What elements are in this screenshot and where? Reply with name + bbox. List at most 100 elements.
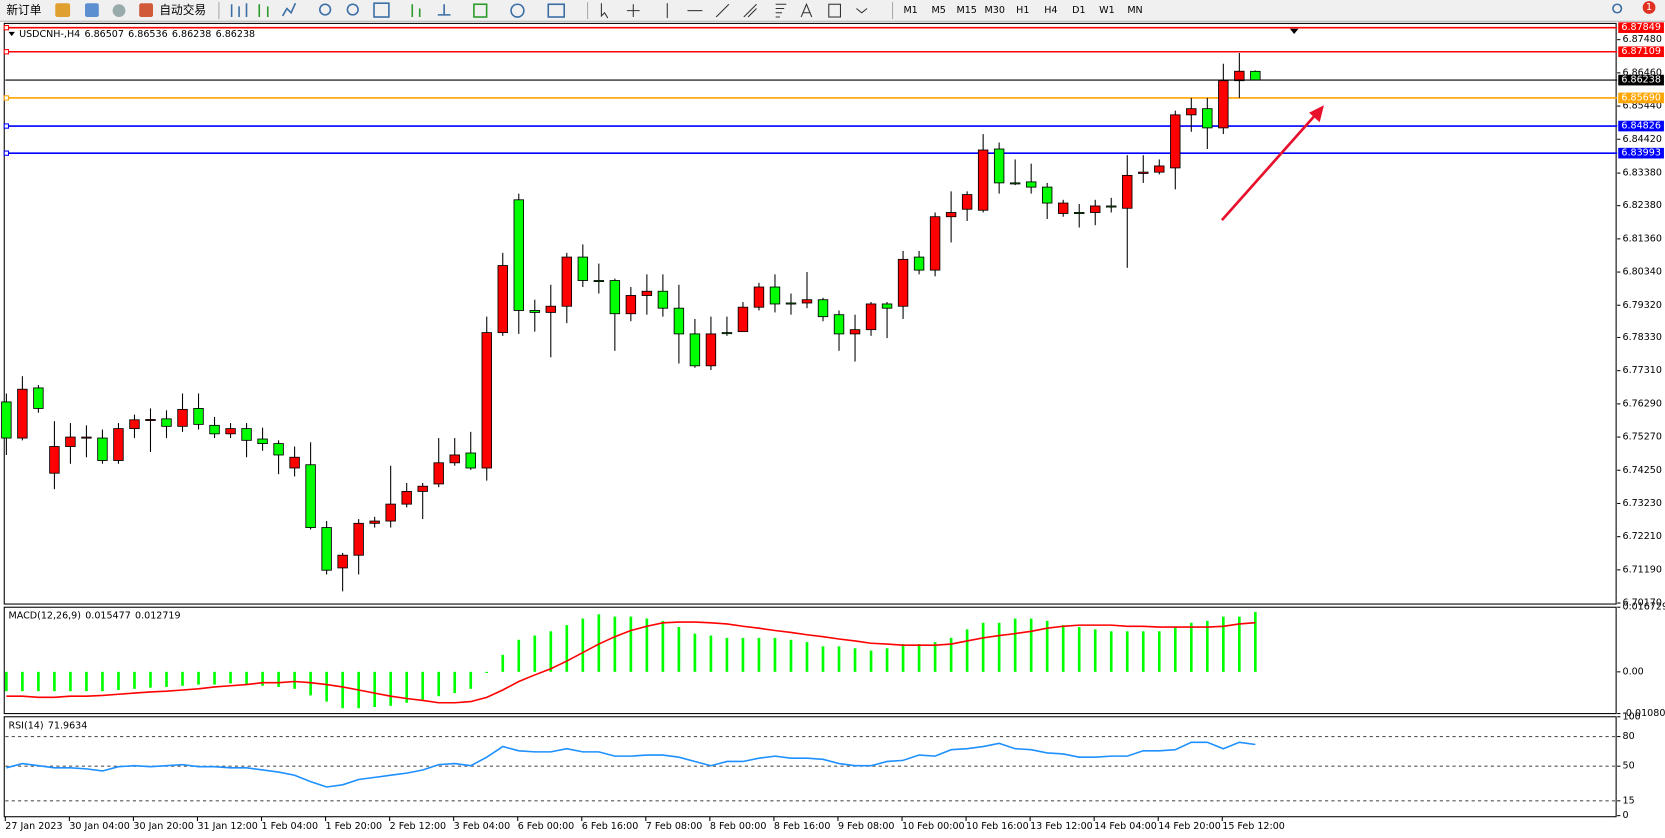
- price-level-label: 6.87849: [1621, 22, 1660, 33]
- timeframe-button[interactable]: D1: [1072, 5, 1085, 16]
- candle-body: [369, 520, 380, 524]
- symbol: USDCNH-,H4: [19, 29, 80, 40]
- timeframe-button[interactable]: MN: [1127, 5, 1142, 16]
- price-level-box: [1618, 147, 1664, 159]
- y-tick-label: 6.80340: [1622, 267, 1661, 278]
- candle-body: [849, 329, 861, 335]
- icon[interactable]: [112, 4, 126, 18]
- new-order-button[interactable]: 新订单: [6, 3, 41, 17]
- candle-body: [129, 419, 140, 430]
- icon[interactable]: [85, 3, 99, 18]
- open-value: 6.86507: [84, 29, 123, 40]
- rsi-title: RSI(14): [9, 720, 44, 731]
- close-value: 6.86238: [216, 29, 255, 40]
- candle-body: [993, 148, 1005, 184]
- fibo-tool[interactable]: [775, 3, 787, 18]
- timeframe-button[interactable]: M5: [931, 5, 945, 16]
- candle-body: [673, 307, 685, 335]
- icon[interactable]: [473, 3, 488, 18]
- candle-body: [721, 332, 733, 335]
- y-tick-label: 15: [1622, 795, 1634, 806]
- candle-body: [1, 401, 12, 439]
- low-value: 6.86238: [172, 29, 211, 40]
- timeframe-button[interactable]: M30: [985, 5, 1005, 16]
- arrow-annotation: [1220, 105, 1324, 222]
- candle-body: [529, 310, 540, 313]
- candle-body: [353, 522, 364, 556]
- icon[interactable]: [510, 3, 525, 18]
- arrow-head: [1309, 105, 1324, 123]
- x-tick-label: 1 Feb 04:00: [262, 821, 319, 832]
- candle-body: [1057, 202, 1069, 214]
- price-level-label: 6.83993: [1621, 148, 1660, 159]
- cursor-tool[interactable]: [600, 3, 609, 19]
- macd-value: 0.015477: [85, 610, 131, 621]
- y-tick-label: 80: [1622, 731, 1634, 742]
- y-tick-label: 6.76290: [1622, 398, 1661, 409]
- candle-body: [241, 428, 252, 441]
- macd-header: MACD(12,26,9) 0.015477 0.012719: [9, 610, 181, 621]
- icon[interactable]: [319, 3, 332, 16]
- candle-body: [1090, 205, 1101, 213]
- label-tool[interactable]: [828, 3, 842, 18]
- icon[interactable]: [547, 3, 566, 18]
- icon[interactable]: [55, 3, 71, 18]
- price-level-marker: [3, 123, 10, 129]
- timeframe-button[interactable]: M1: [903, 5, 917, 16]
- price-level-box: [1618, 92, 1664, 104]
- candle-body: [49, 446, 60, 474]
- icon[interactable]: [258, 4, 269, 18]
- icon[interactable]: [281, 2, 297, 17]
- candle-body: [1122, 174, 1133, 209]
- icon[interactable]: [139, 3, 154, 18]
- high-value: 6.86536: [128, 29, 167, 40]
- icon[interactable]: [346, 3, 359, 16]
- candle-body: [401, 491, 412, 505]
- timeframe-button[interactable]: W1: [1099, 5, 1115, 16]
- arrow-tool[interactable]: [856, 8, 868, 14]
- signal-value: 0.012719: [135, 610, 181, 621]
- y-tick-label: 0.016729: [1622, 602, 1665, 613]
- candle-body: [1138, 171, 1149, 174]
- y-tick-label: 6.84420: [1622, 134, 1661, 145]
- auto-trading-button[interactable]: 自动交易: [159, 3, 206, 17]
- icon[interactable]: [373, 2, 390, 18]
- candle-body: [1186, 108, 1197, 116]
- candle-body: [737, 306, 749, 333]
- y-tick-label: 0: [1622, 810, 1628, 821]
- y-tick-label: 6.85440: [1622, 101, 1661, 112]
- crosshair-tool[interactable]: [626, 4, 640, 18]
- price-level-marker: [3, 150, 10, 156]
- icon[interactable]: [411, 4, 421, 18]
- text-tool[interactable]: [800, 2, 813, 18]
- price-level-box: [1618, 22, 1664, 33]
- channel-tool[interactable]: [743, 3, 757, 18]
- x-tick-label: 6 Feb 16:00: [582, 821, 639, 832]
- timeframe-button[interactable]: H4: [1044, 5, 1057, 16]
- candle-body: [977, 149, 989, 211]
- y-tick-label: 6.78330: [1622, 332, 1661, 343]
- notification-badge[interactable]: [1642, 1, 1656, 14]
- badge-count: 1: [1646, 2, 1652, 13]
- icon[interactable]: [437, 4, 451, 16]
- trendline-tool[interactable]: [715, 3, 730, 18]
- icon[interactable]: [230, 3, 248, 18]
- candle-body: [1106, 205, 1117, 208]
- candle-body: [433, 462, 444, 485]
- search-icon[interactable]: [1612, 3, 1623, 14]
- candle-body: [1074, 212, 1085, 214]
- y-tick-label: 50: [1622, 761, 1634, 772]
- candle-body: [577, 256, 589, 281]
- candle-body: [321, 527, 332, 571]
- timeframe-button[interactable]: H1: [1016, 5, 1029, 16]
- candle-body: [865, 303, 877, 331]
- timeframe-button[interactable]: M15: [957, 5, 977, 16]
- candle-body: [337, 554, 348, 569]
- candle-body: [689, 333, 701, 367]
- x-tick-label: 13 Feb 12:00: [1030, 821, 1093, 832]
- candle-body: [817, 299, 829, 318]
- candle-body: [17, 388, 28, 439]
- candle-body: [33, 387, 44, 409]
- symbol-marker: [8, 31, 15, 37]
